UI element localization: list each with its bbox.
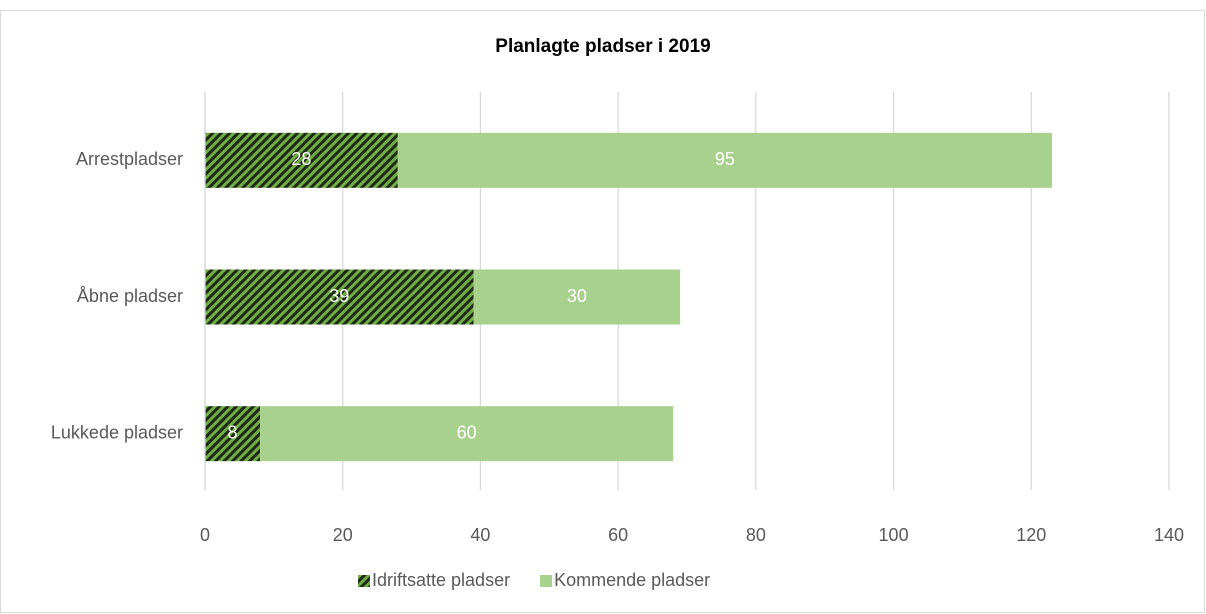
y-tick-label: Arrestpladser <box>76 149 183 169</box>
legend-swatch <box>358 575 370 587</box>
bar-segment <box>473 269 681 325</box>
value-label: 28 <box>291 149 311 169</box>
chart-title: Planlagte pladser i 2019 <box>495 36 710 57</box>
y-tick-label: Lukkede pladser <box>51 422 183 442</box>
x-tick-label: 100 <box>879 525 909 545</box>
legend-swatch <box>540 575 553 587</box>
value-label: 30 <box>567 286 587 306</box>
y-tick-label: Åbne pladser <box>77 286 183 306</box>
value-label: 8 <box>228 422 238 442</box>
bar-segment <box>205 132 398 188</box>
x-tick-label: 40 <box>470 525 490 545</box>
value-label: 39 <box>329 286 349 306</box>
bar-segment <box>260 406 674 462</box>
x-tick-label: 120 <box>1016 525 1046 545</box>
legend-label: Kommende pladser <box>554 570 710 590</box>
x-tick-label: 20 <box>333 525 353 545</box>
bar-segment <box>397 132 1052 188</box>
x-tick-label: 80 <box>746 525 766 545</box>
value-label: 60 <box>457 422 477 442</box>
x-tick-label: 60 <box>608 525 628 545</box>
value-label: 95 <box>715 149 735 169</box>
legend-label: Idriftsatte pladser <box>372 570 510 590</box>
x-tick-label: 140 <box>1154 525 1184 545</box>
bar-segment <box>205 269 474 325</box>
bar-segment <box>205 406 261 462</box>
x-tick-label: 0 <box>200 525 210 545</box>
